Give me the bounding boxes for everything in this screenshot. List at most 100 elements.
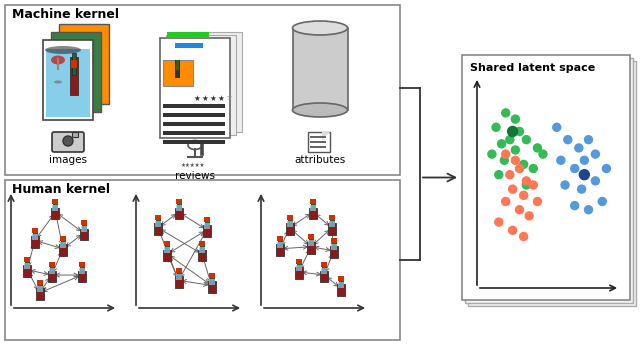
Circle shape xyxy=(602,164,611,172)
Bar xyxy=(468,61,636,306)
Bar xyxy=(309,236,313,242)
Bar xyxy=(160,38,230,138)
Bar xyxy=(165,243,170,250)
Circle shape xyxy=(511,156,520,164)
Bar xyxy=(331,238,337,243)
Ellipse shape xyxy=(51,55,65,65)
Bar xyxy=(163,104,225,108)
Bar xyxy=(70,57,78,95)
Bar xyxy=(200,143,203,155)
Bar xyxy=(205,219,209,225)
Bar xyxy=(176,60,179,70)
Bar xyxy=(287,215,292,220)
Bar xyxy=(203,225,211,237)
Bar xyxy=(72,53,76,75)
Circle shape xyxy=(520,191,527,199)
Bar xyxy=(36,286,42,292)
Ellipse shape xyxy=(54,81,62,83)
Bar xyxy=(163,60,193,86)
Bar xyxy=(167,32,209,38)
Circle shape xyxy=(584,136,593,144)
Bar xyxy=(32,228,38,232)
Text: ☆: ☆ xyxy=(225,94,232,103)
Bar xyxy=(51,208,60,219)
Bar xyxy=(71,60,77,68)
Bar xyxy=(175,208,182,219)
Bar xyxy=(209,275,214,281)
Circle shape xyxy=(598,198,606,206)
Bar xyxy=(462,55,630,300)
Circle shape xyxy=(522,177,531,185)
Circle shape xyxy=(502,109,509,117)
Bar xyxy=(155,221,161,227)
Circle shape xyxy=(580,156,588,164)
Bar xyxy=(23,265,31,277)
Circle shape xyxy=(591,177,600,185)
Bar xyxy=(60,236,66,241)
Bar xyxy=(59,24,109,104)
Circle shape xyxy=(529,164,538,172)
Text: Machine kernel: Machine kernel xyxy=(12,8,119,21)
Bar xyxy=(51,32,101,112)
Bar xyxy=(309,208,317,219)
Circle shape xyxy=(506,136,514,144)
Circle shape xyxy=(502,198,509,206)
Bar xyxy=(338,276,344,281)
Bar xyxy=(308,132,330,152)
Text: Human kernel: Human kernel xyxy=(12,183,110,196)
Bar xyxy=(323,264,326,270)
Bar xyxy=(321,262,327,267)
Text: ★★★★★: ★★★★★ xyxy=(181,163,205,168)
Text: images: images xyxy=(49,155,87,165)
Bar xyxy=(163,122,225,126)
Bar xyxy=(198,250,206,261)
Bar xyxy=(24,257,30,262)
Circle shape xyxy=(520,161,527,169)
Circle shape xyxy=(579,170,589,180)
Bar xyxy=(175,267,182,273)
Text: ★: ★ xyxy=(209,94,216,103)
Bar xyxy=(310,136,326,138)
Bar xyxy=(177,269,180,276)
Circle shape xyxy=(497,140,506,148)
Bar xyxy=(54,201,58,208)
Bar xyxy=(154,223,162,235)
Bar xyxy=(49,262,55,267)
Circle shape xyxy=(522,136,531,144)
Bar xyxy=(320,270,328,282)
Bar xyxy=(200,243,204,250)
Circle shape xyxy=(564,136,572,144)
Bar xyxy=(32,233,38,240)
Bar xyxy=(331,244,337,250)
Bar xyxy=(296,259,302,264)
Bar xyxy=(43,40,93,120)
Circle shape xyxy=(578,185,586,193)
Bar xyxy=(35,288,44,300)
Circle shape xyxy=(511,146,520,154)
Bar xyxy=(310,205,316,211)
Text: attributes: attributes xyxy=(294,155,346,165)
Text: Shared latent space: Shared latent space xyxy=(470,63,595,73)
Bar xyxy=(52,205,58,211)
Ellipse shape xyxy=(292,21,348,35)
Bar xyxy=(175,276,182,288)
Bar xyxy=(156,217,160,223)
Bar xyxy=(78,270,86,282)
Bar xyxy=(285,223,294,235)
Bar xyxy=(330,217,334,223)
Bar xyxy=(337,284,345,296)
Circle shape xyxy=(571,202,579,210)
Circle shape xyxy=(529,181,538,189)
Bar xyxy=(308,234,314,239)
Bar xyxy=(52,199,58,204)
Bar xyxy=(276,244,284,256)
Circle shape xyxy=(495,171,503,179)
Bar xyxy=(209,279,214,285)
Bar xyxy=(79,262,84,267)
Bar xyxy=(172,32,242,132)
Bar xyxy=(163,250,172,261)
Bar xyxy=(82,222,86,229)
Bar xyxy=(57,58,59,70)
Circle shape xyxy=(561,181,569,189)
Circle shape xyxy=(591,150,600,158)
